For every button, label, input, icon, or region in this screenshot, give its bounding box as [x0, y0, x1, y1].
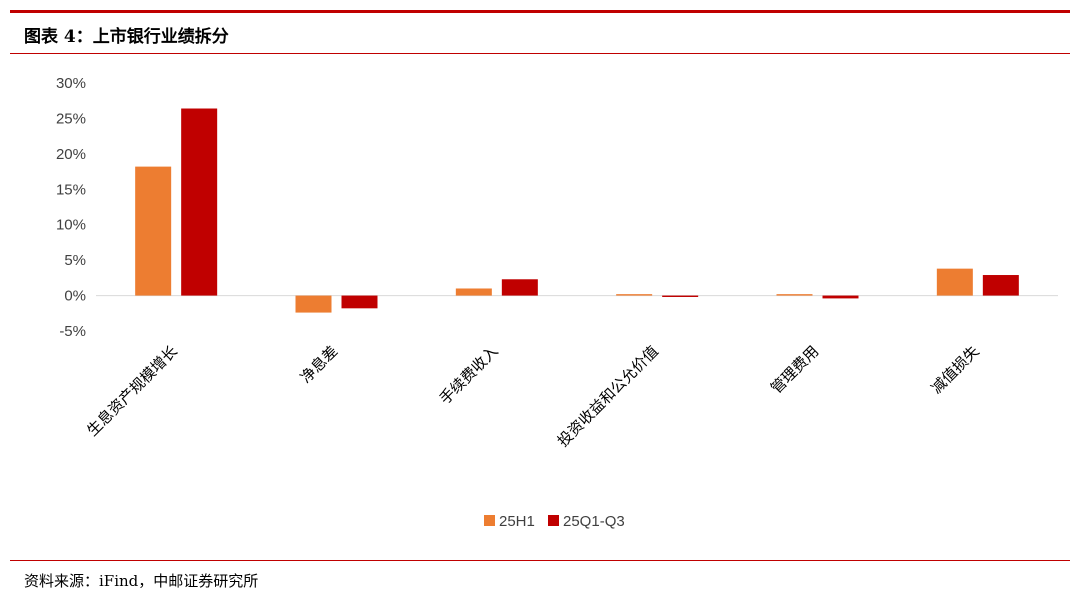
y-tick-label: 0% — [64, 288, 86, 305]
legend-swatch-25h1 — [484, 515, 495, 526]
category-label: 净息差 — [297, 342, 342, 387]
bar-25h1-3 — [616, 294, 653, 296]
bar-25h1-2 — [455, 288, 492, 296]
bar-25h1-4 — [776, 294, 813, 296]
bar-25q1-q3-1 — [341, 295, 378, 309]
top-rule — [10, 10, 1070, 13]
y-tick-label: 15% — [56, 181, 86, 198]
y-tick-label: -5% — [59, 323, 86, 340]
page-title: 图表 4：上市银行业绩拆分 — [24, 27, 229, 47]
y-tick-label: 10% — [56, 217, 86, 234]
bar-25h1-0 — [135, 166, 172, 296]
category-label: 投资收益和公允价值 — [554, 342, 662, 450]
bar-25h1-5 — [936, 268, 973, 296]
y-tick-label: 20% — [56, 146, 86, 163]
bar-25q1-q3-4 — [822, 295, 859, 299]
source-note: 资料来源：iFind，中邮证券研究所 — [24, 572, 259, 590]
bar-25q1-q3-2 — [501, 279, 538, 296]
bar-25q1-q3-5 — [982, 275, 1019, 296]
bar-25h1-1 — [295, 295, 332, 313]
legend-label: 25H1 — [499, 513, 535, 530]
y-tick-label: 5% — [64, 252, 86, 269]
y-tick-label: 25% — [56, 110, 86, 127]
category-label: 手续费收入 — [436, 342, 502, 408]
bar-25q1-q3-3 — [662, 295, 699, 297]
legend-swatch-25q1-q3 — [548, 515, 559, 526]
legend-label: 25Q1-Q3 — [563, 513, 625, 530]
y-tick-label: 30% — [56, 75, 86, 92]
category-label: 减值损失 — [927, 342, 982, 397]
bar-chart: 30% 25% 20% 15% 10% 5% 0% -5% 生息资产规模增长 净息差 手续费收入 投资… — [56, 75, 1058, 530]
category-label: 生息资产规模增长 — [83, 342, 181, 440]
title-rule — [10, 53, 1070, 54]
bar-25q1-q3-0 — [181, 108, 218, 296]
category-label: 管理费用 — [767, 342, 822, 397]
bottom-rule — [10, 560, 1070, 561]
